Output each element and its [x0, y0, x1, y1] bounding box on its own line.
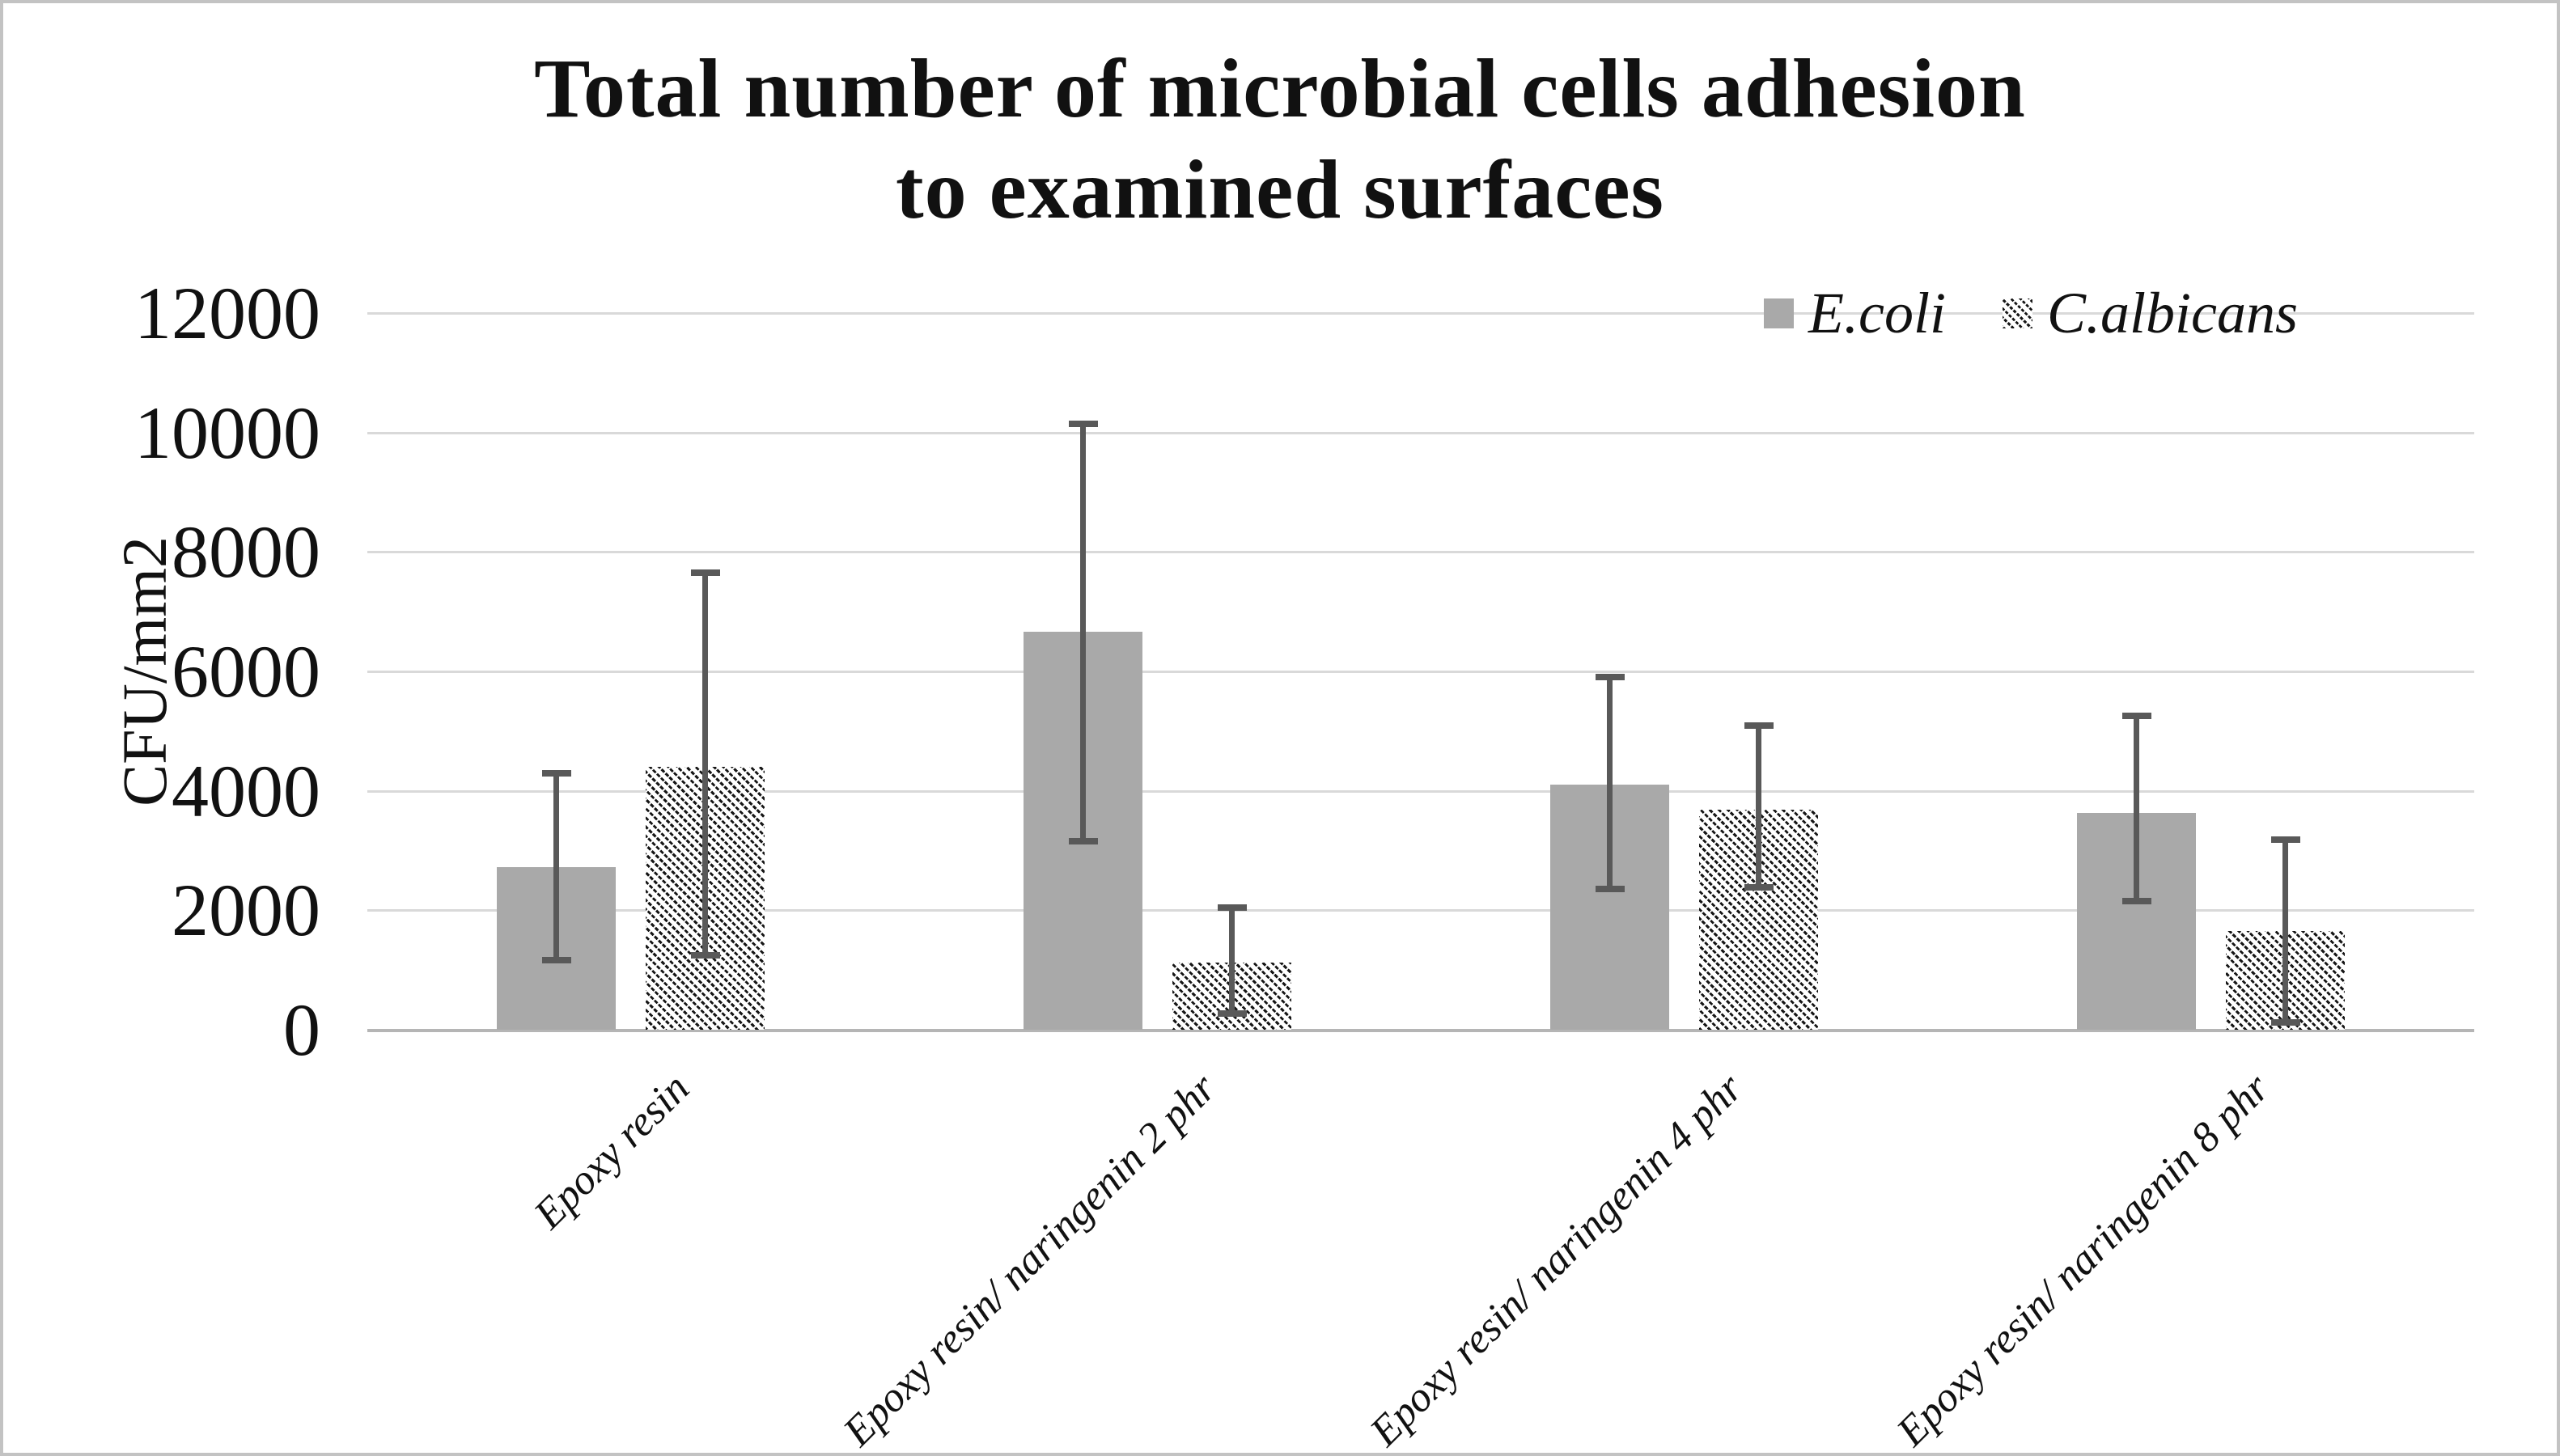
chart-title-line2: to examined surfaces — [895, 142, 1665, 236]
error-bar-calbicans-cat1 — [702, 573, 708, 955]
x-category-label: Epoxy resin/ naringenin 8 phr — [1888, 1064, 2278, 1455]
error-bar-ecoli-cat3-cap-bottom — [1595, 886, 1625, 893]
x-category-label: Epoxy resin — [524, 1064, 698, 1238]
gridline — [367, 551, 2474, 554]
error-bar-calbicans-cat2-cap-bottom — [1217, 1010, 1247, 1018]
x-axis-line — [367, 1029, 2474, 1032]
x-category-label: Epoxy resin/ naringenin 2 phr — [834, 1064, 1225, 1455]
y-tick-label: 0 — [283, 988, 320, 1071]
gridline — [367, 431, 2474, 434]
error-bar-calbicans-cat4-cap-bottom — [2270, 1019, 2300, 1026]
error-bar-calbicans-cat3-cap-bottom — [1744, 884, 1774, 891]
x-category-label: Epoxy resin/ naringenin 4 phr — [1361, 1064, 1752, 1455]
y-tick-label: 8000 — [172, 510, 320, 594]
error-bar-ecoli-cat3 — [1607, 677, 1613, 890]
plot-area — [367, 312, 2474, 1032]
error-bar-ecoli-cat2 — [1080, 423, 1086, 841]
bar-calbicans-cat2 — [1172, 963, 1291, 1030]
error-bar-ecoli-cat2-cap-top — [1068, 420, 1098, 427]
gridline — [367, 909, 2474, 912]
y-tick-label: 12000 — [134, 272, 320, 354]
legend-item-ecoli: E.coli — [1764, 284, 1946, 342]
y-tick-label: 6000 — [172, 630, 320, 713]
error-bar-ecoli-cat2-cap-bottom — [1068, 837, 1098, 844]
legend-swatch-ecoli-icon — [1764, 298, 1794, 328]
error-bar-calbicans-cat3-cap-top — [1744, 722, 1774, 730]
legend-label-calbicans: C.albicans — [2046, 281, 2298, 345]
chart-title: Total number of microbial cells adhesion… — [3, 39, 2557, 241]
gridline — [367, 789, 2474, 793]
error-bar-ecoli-cat4 — [2134, 716, 2139, 902]
y-tick-label: 2000 — [172, 869, 320, 952]
legend-label-ecoli: E.coli — [1808, 281, 1946, 345]
legend: E.coli C.albicans — [1764, 284, 2298, 342]
error-bar-calbicans-cat4 — [2282, 840, 2288, 1023]
legend-swatch-calbicans-icon — [2002, 298, 2032, 328]
error-bar-ecoli-cat1 — [553, 772, 559, 961]
error-bar-ecoli-cat3-cap-top — [1595, 674, 1625, 681]
error-bar-calbicans-cat2 — [1229, 907, 1235, 1014]
error-bar-ecoli-cat4-cap-bottom — [2121, 898, 2151, 905]
legend-item-calbicans: C.albicans — [2002, 281, 2298, 345]
error-bar-calbicans-cat1-cap-top — [690, 569, 720, 577]
error-bar-ecoli-cat1-cap-top — [541, 769, 571, 777]
error-bar-calbicans-cat4-cap-top — [2270, 836, 2300, 844]
error-bar-ecoli-cat1-cap-bottom — [541, 957, 571, 964]
y-tick-label: 4000 — [172, 749, 320, 832]
error-bar-ecoli-cat4-cap-top — [2121, 713, 2151, 720]
y-tick-label: 10000 — [134, 391, 320, 474]
chart-title-line1: Total number of microbial cells adhesion — [534, 42, 2026, 135]
error-bar-calbicans-cat3 — [1756, 726, 1761, 888]
error-bar-calbicans-cat2-cap-top — [1217, 904, 1247, 911]
gridline — [367, 671, 2474, 673]
gridline — [367, 312, 2474, 315]
error-bar-calbicans-cat1-cap-bottom — [690, 951, 720, 959]
